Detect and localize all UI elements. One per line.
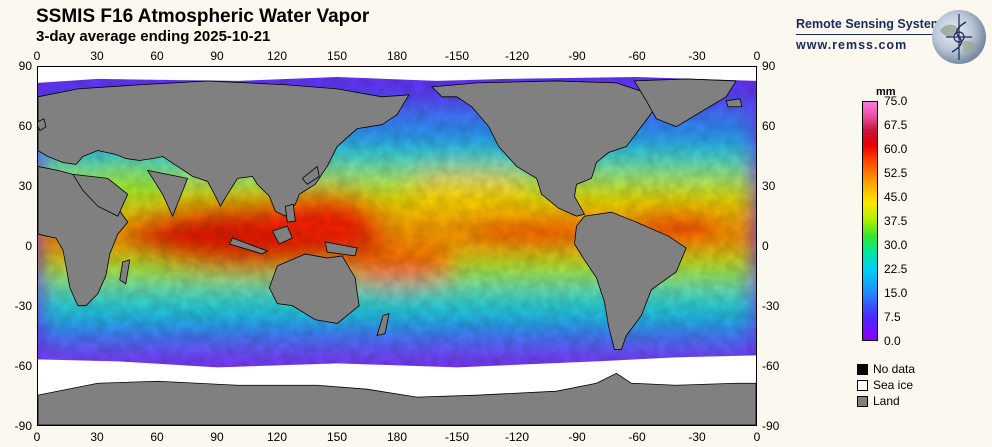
lon-tick-top: 0	[33, 49, 41, 63]
globe-logo-icon	[932, 10, 986, 64]
lon-tick-top: 150	[326, 49, 348, 63]
colorbar-label: 0.0	[884, 334, 901, 348]
lon-tick-bottom: 0	[33, 430, 41, 444]
colorbar-label: 30.0	[884, 238, 908, 252]
lon-tick-bottom: 30	[90, 430, 104, 444]
lat-tick-left: -30	[14, 299, 32, 313]
lon-tick-bottom: -60	[628, 430, 646, 444]
lon-tick-bottom: -30	[688, 430, 706, 444]
lon-tick-top: 90	[210, 49, 224, 63]
colorbar-label: 60.0	[884, 142, 908, 156]
legend-swatch	[857, 379, 868, 391]
map-subtitle: 3-day average ending 2025-10-21	[36, 28, 271, 45]
lon-tick-bottom: 180	[386, 430, 408, 444]
lon-tick-bottom: 0	[753, 430, 761, 444]
lon-tick-bottom: 150	[326, 430, 348, 444]
lat-tick-right: -60	[762, 359, 780, 373]
lon-tick-bottom: -120	[504, 430, 530, 444]
lat-tick-right: -90	[762, 419, 780, 433]
lon-tick-top: -90	[568, 49, 586, 63]
colorbar-unit: mm	[876, 86, 896, 98]
land	[38, 78, 756, 425]
lon-tick-top: -150	[444, 49, 470, 63]
legend-land: Land	[857, 394, 900, 408]
colorbar-label: 22.5	[884, 262, 908, 276]
colorbar-label: 15.0	[884, 286, 908, 300]
map-title: SSMIS F16 Atmospheric Water Vapor	[36, 6, 370, 27]
lon-tick-bottom: -90	[568, 430, 586, 444]
colorbar-label: 45.0	[884, 190, 908, 204]
lon-tick-bottom: -150	[444, 430, 470, 444]
lat-tick-left: 30	[18, 179, 32, 193]
legend-swatch	[857, 395, 868, 407]
lon-tick-top: 30	[90, 49, 104, 63]
lat-tick-left: -90	[14, 419, 32, 433]
lon-tick-top: 180	[386, 49, 408, 63]
lat-tick-right: 60	[762, 119, 776, 133]
brand-block: Remote Sensing Systems www.remss.com	[796, 17, 956, 53]
legend-no-data: No data	[857, 362, 915, 376]
colorbar-label: 75.0	[884, 94, 908, 108]
legend-label: No data	[873, 362, 916, 376]
colorbar-label: 37.5	[884, 214, 908, 228]
legend-swatch	[857, 363, 868, 375]
lat-tick-left: 90	[18, 59, 32, 73]
legend-sea-ice: Sea ice	[857, 378, 913, 392]
map-canvas	[38, 67, 756, 425]
lat-tick-right: 30	[762, 179, 776, 193]
lon-tick-top: -60	[628, 49, 646, 63]
colorbar	[862, 101, 878, 341]
lat-tick-right: -30	[762, 299, 780, 313]
lon-tick-bottom: 120	[266, 430, 288, 444]
legend-label: Land	[873, 394, 900, 408]
lat-tick-left: -60	[14, 359, 32, 373]
colorbar-label: 67.5	[884, 118, 908, 132]
lat-tick-right: 0	[762, 239, 769, 253]
legend-label: Sea ice	[873, 378, 914, 392]
lon-tick-top: 0	[753, 49, 761, 63]
lat-tick-right: 90	[762, 59, 776, 73]
water-vapor-map	[37, 66, 757, 426]
brand-divider	[796, 34, 948, 35]
lat-tick-left: 0	[25, 239, 32, 253]
brand-url: www.remss.com	[796, 38, 908, 52]
lon-tick-top: 120	[266, 49, 288, 63]
colorbar-label: 7.5	[884, 310, 901, 324]
lon-tick-top: -30	[688, 49, 706, 63]
lon-tick-top: 60	[150, 49, 164, 63]
lat-tick-left: 60	[18, 119, 32, 133]
sea-ice-north	[38, 67, 756, 83]
brand-name: Remote Sensing Systems	[796, 17, 949, 31]
lon-tick-top: -120	[504, 49, 530, 63]
colorbar-label: 52.5	[884, 166, 908, 180]
lon-tick-bottom: 90	[210, 430, 224, 444]
lon-tick-bottom: 60	[150, 430, 164, 444]
